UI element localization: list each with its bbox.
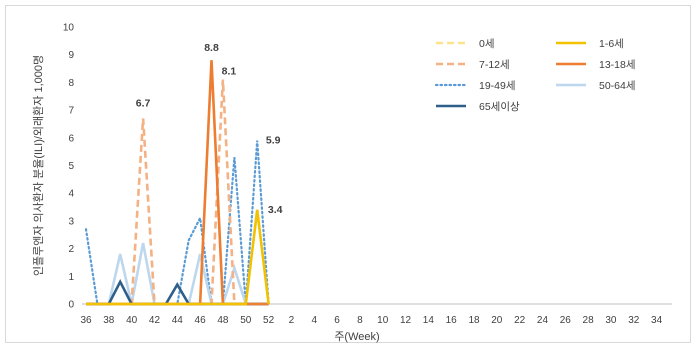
x-tick-label: 52: [263, 315, 275, 326]
x-tick-label: 20: [491, 315, 503, 326]
x-tick-label: 32: [628, 315, 640, 326]
y-tick-label: 1: [68, 272, 74, 283]
x-tick-label: 34: [651, 315, 663, 326]
y-tick-label: 7: [68, 106, 74, 117]
x-tick-label: 4: [311, 315, 317, 326]
data-label: 6.7: [136, 97, 151, 109]
y-tick-label: 5: [68, 161, 74, 172]
legend: 0세 1-6세 7-12세 13-18세 19-49세 50-64세 65세이상: [434, 38, 636, 113]
x-tick-label: 44: [172, 315, 184, 326]
x-tick-label: 40: [126, 315, 138, 326]
series-line-3: [86, 79, 269, 306]
legend-label: 50-64세: [599, 80, 636, 92]
x-axis-ticks: 36 38 40 42 44 46 48 50 52 2 4 6 8 10 12 14 16 18 20 22 24 26…: [80, 315, 662, 326]
x-tick-label: 38: [103, 315, 115, 326]
x-tick-label: 46: [195, 315, 207, 326]
legend-label: 0세: [479, 38, 495, 50]
series-lines: [84, 60, 270, 306]
legend-label: 13-18세: [599, 59, 636, 71]
x-tick-label: 30: [605, 315, 617, 326]
x-tick-label: 50: [240, 315, 252, 326]
legend-label: 65세이상: [479, 101, 520, 113]
x-axis-label: 주(Week): [334, 331, 379, 343]
y-tick-label: 8: [68, 78, 74, 89]
x-tick-label: 14: [423, 315, 435, 326]
x-tick-label: 6: [334, 315, 340, 326]
x-tick-label: 28: [583, 315, 595, 326]
x-tick-label: 42: [149, 315, 161, 326]
x-tick-label: 22: [514, 315, 526, 326]
x-tick-label: 26: [560, 315, 572, 326]
legend-label: 7-12세: [479, 59, 510, 71]
data-label: 8.1: [222, 66, 237, 78]
x-tick-label: 18: [468, 315, 480, 326]
x-tick-label: 8: [357, 315, 363, 326]
y-tick-label: 3: [68, 216, 74, 227]
x-tick-label: 12: [400, 315, 412, 326]
legend-label: 1-6세: [599, 38, 624, 50]
x-tick-label: 24: [537, 315, 549, 326]
legend-label: 19-49세: [479, 80, 516, 92]
y-tick-label: 10: [63, 23, 75, 34]
chart-frame: 0 1 2 3 4 5 6 7 8 9 10 36 38 40 42 44 46 48 50 52 2 4 6 8 10 12 1…: [5, 5, 691, 343]
y-tick-label: 9: [68, 50, 74, 61]
x-tick-label: 48: [217, 315, 229, 326]
data-labels: 6.7 8.88.1 5.9 3.4: [136, 42, 283, 216]
y-tick-label: 0: [68, 300, 74, 311]
x-tick-label: 2: [289, 315, 295, 326]
y-axis-label: 인플루엔자 의사환자 분율(ILI)/외래환자 1,000명: [32, 55, 45, 276]
series-line-4: [86, 60, 269, 306]
data-label: 5.9: [266, 135, 281, 147]
y-axis-ticks: 0 1 2 3 4 5 6 7 8 9 10: [63, 23, 75, 311]
y-tick-label: 4: [68, 189, 74, 200]
x-tick-label: 16: [446, 315, 458, 326]
data-label: 8.8: [204, 42, 219, 54]
y-tick-label: 2: [68, 244, 74, 255]
series-line-2: [86, 209, 270, 306]
x-tick-label: 10: [377, 315, 389, 326]
y-tick-label: 6: [68, 133, 74, 144]
data-label: 3.4: [268, 204, 283, 216]
x-tick-label: 36: [80, 315, 92, 326]
